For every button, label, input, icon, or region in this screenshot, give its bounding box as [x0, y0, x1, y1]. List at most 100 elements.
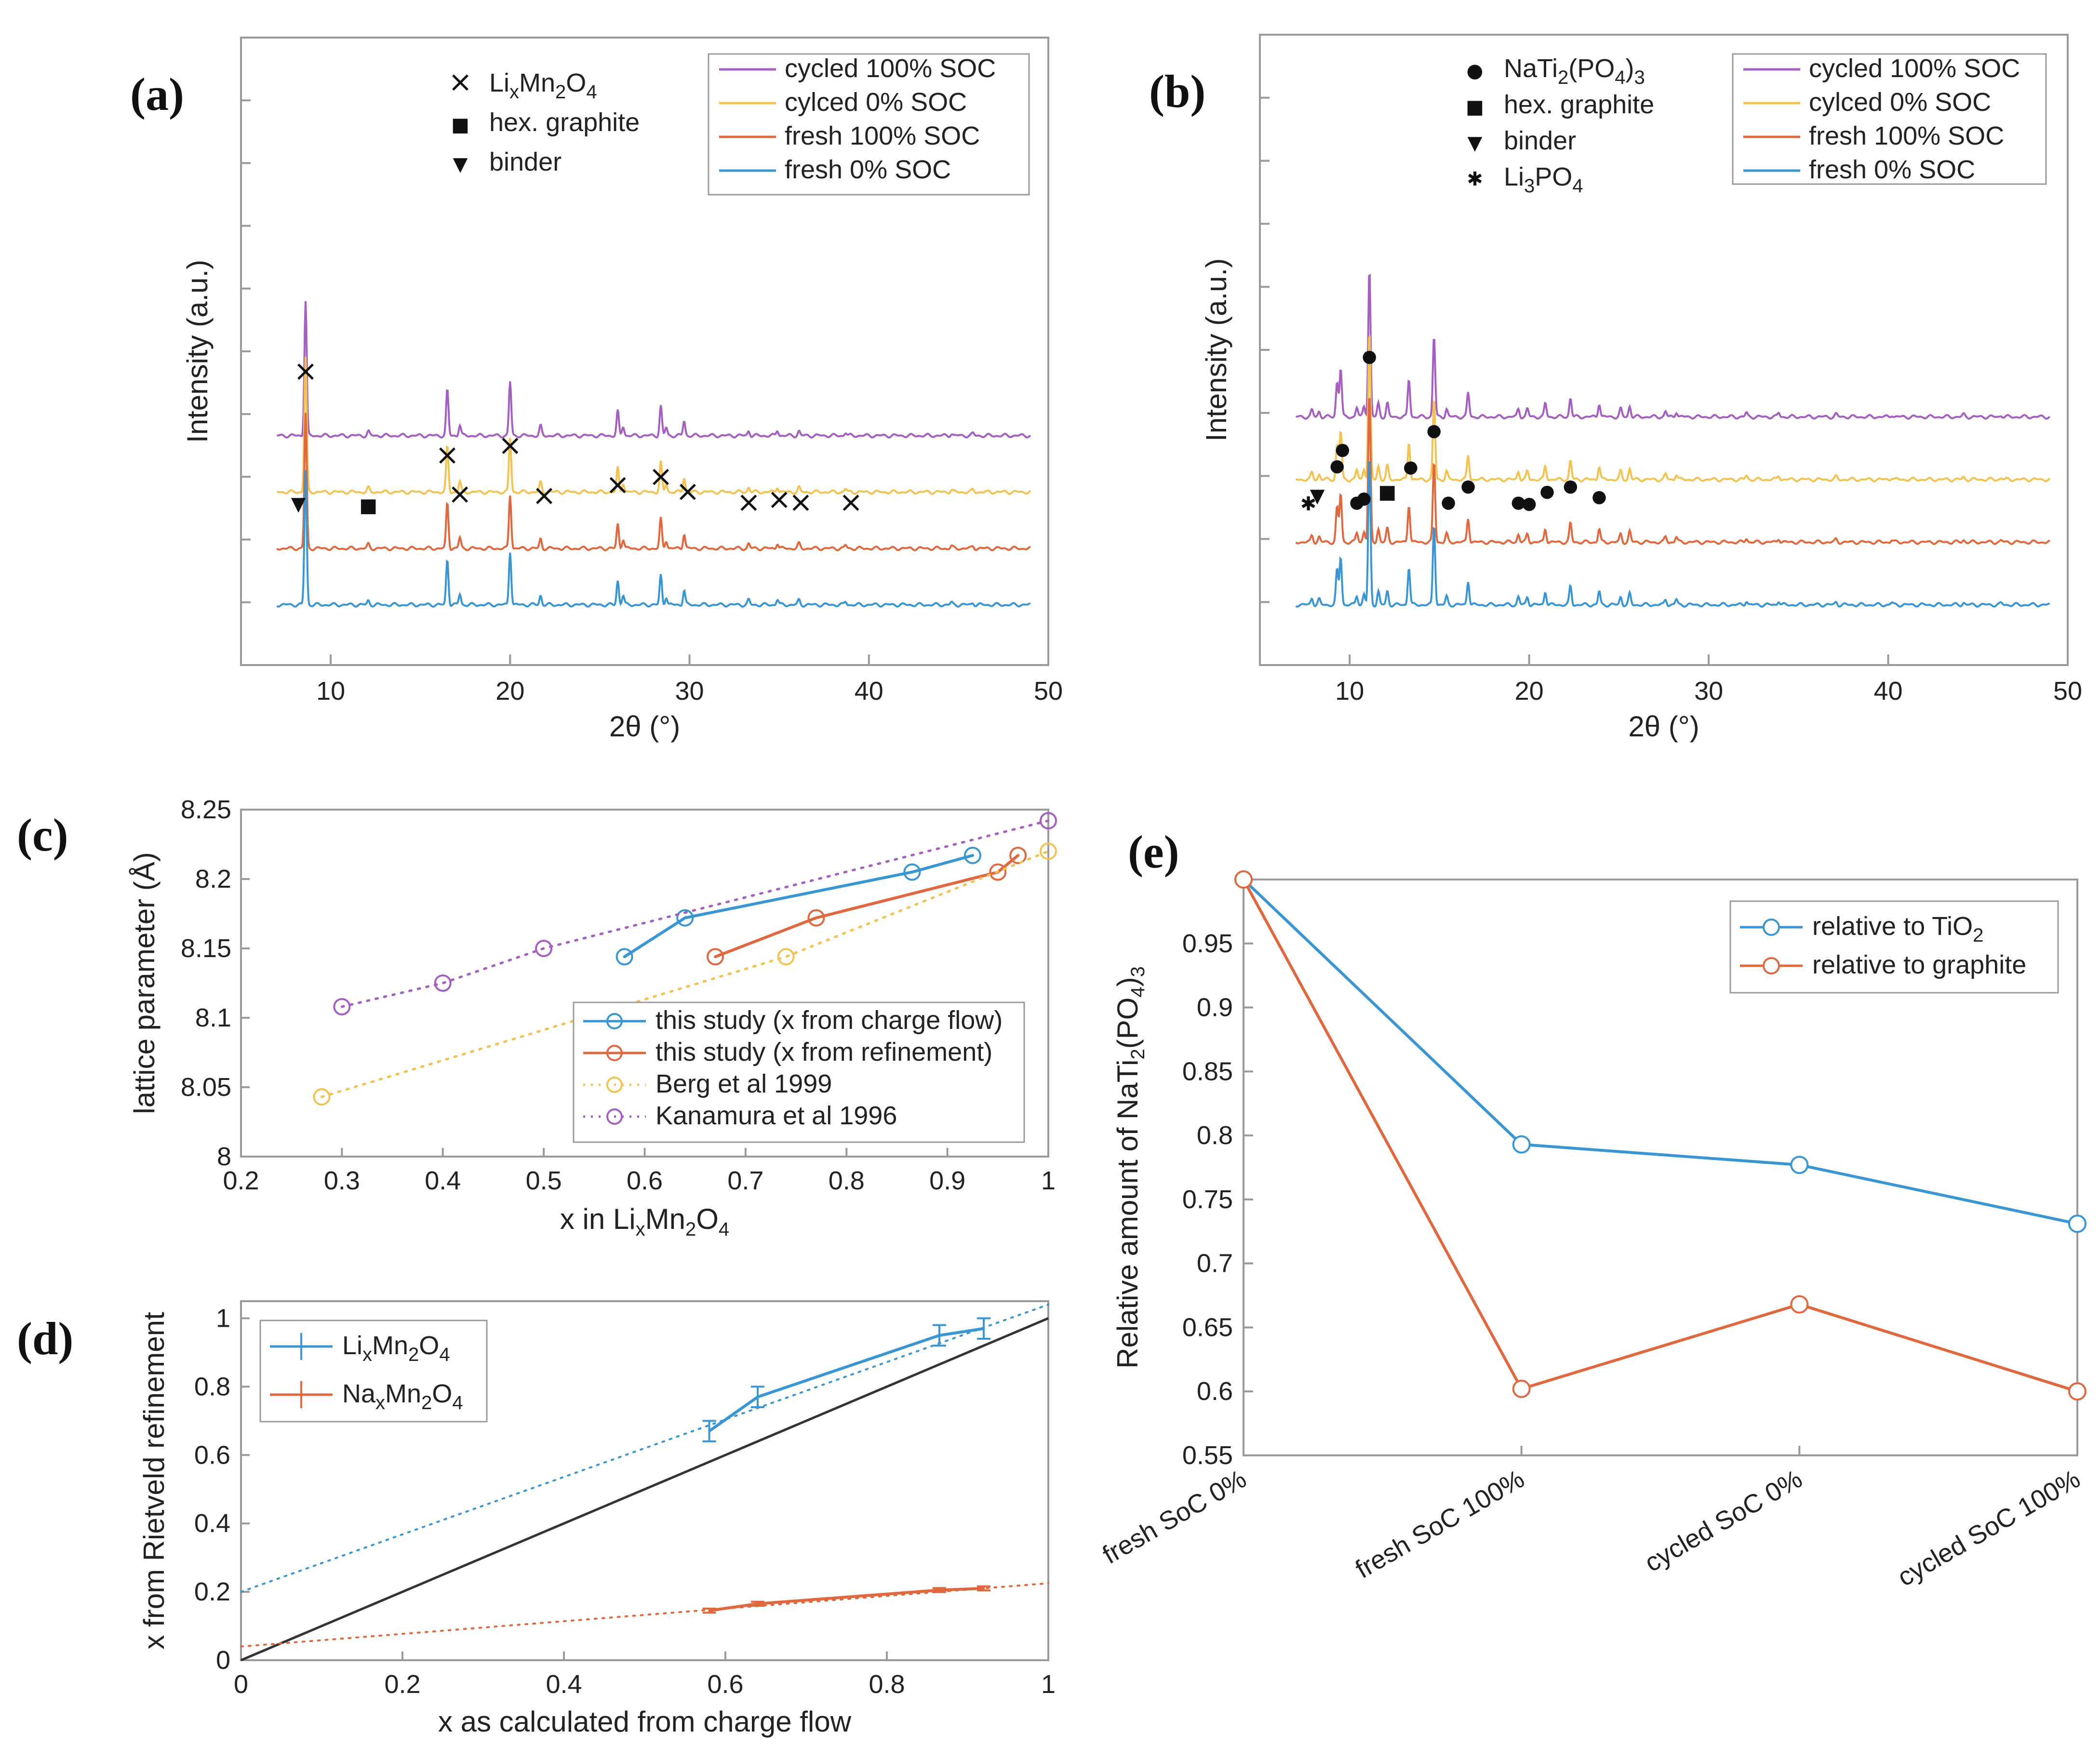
data-point	[1040, 812, 1057, 830]
x-tick-label: 0.7	[727, 1166, 763, 1195]
label-part: Mn	[372, 1331, 408, 1360]
label-part: 4	[1615, 67, 1625, 88]
label-part: 2	[685, 1219, 696, 1240]
spectrum-purple	[1296, 273, 2051, 420]
peak-marker: ✱	[1300, 493, 1317, 515]
spectrum-yellow	[276, 356, 1031, 495]
label-part: Mn	[385, 1379, 421, 1408]
data-point	[807, 909, 825, 927]
data-point	[777, 948, 795, 966]
spectrum-orange	[1295, 397, 2050, 545]
data-point	[615, 948, 633, 966]
peak-marker: ▼	[291, 493, 306, 515]
peak-marker: ●	[1441, 492, 1456, 512]
x-tick-label: 40	[1874, 677, 1903, 706]
data-point	[676, 909, 694, 927]
y-tick-label: 8.25	[181, 795, 231, 824]
data-point	[313, 1088, 331, 1106]
plot-frame	[1243, 879, 2078, 1456]
series-line-purple	[340, 819, 1050, 1008]
data-point	[1790, 1156, 1809, 1174]
label-part: (PO	[1111, 998, 1144, 1049]
marker-legend-symbol: ■	[1466, 96, 1484, 118]
y-tick-label: 0.8	[194, 1372, 230, 1401]
panel-e: 0.55 0.6 0.65 0.7 0.75 0.8 0.85 0.9 0.95 fresh So…	[1097, 826, 2087, 1592]
data-point	[2068, 1214, 2087, 1233]
label-part: x	[509, 81, 519, 103]
series-line-yellow	[321, 850, 1050, 1098]
x-tick-label: 0.6	[627, 1166, 663, 1195]
label-part: 4	[1127, 986, 1149, 997]
legend-entry: relative to TiO2	[1812, 912, 1983, 946]
marker-legend-label: binder	[489, 147, 562, 176]
y-axis-label: Relative amount of NaTi2(PO4)3	[1111, 966, 1149, 1369]
identity-line	[241, 1317, 1049, 1662]
peak-marker: ●	[1460, 476, 1475, 496]
y-tick-label: 8.1	[195, 1003, 231, 1032]
label-part: (PO	[1568, 54, 1615, 83]
legend-entry: relative to graphite	[1812, 950, 2026, 979]
x-tick-label: 0.2	[384, 1670, 420, 1699]
y-tick-label: 0.6	[1197, 1377, 1233, 1406]
y-tick-label: 0.4	[194, 1509, 230, 1538]
legend-entry: fresh 0% SOC	[785, 155, 951, 184]
marker-legend-label: NaTi2(PO4)3	[1504, 54, 1645, 88]
peak-marker: ●	[1349, 492, 1364, 512]
peak-marker: ×	[767, 482, 791, 516]
peak-marker: ●	[1427, 421, 1442, 440]
label-part: relative to TiO	[1812, 912, 1973, 941]
spectrum-blue	[276, 470, 1031, 608]
x-axis-label: x as calculated from charge flow	[438, 1706, 852, 1738]
legend-entry: fresh 100% SOC	[1809, 121, 2004, 150]
label-part: Li	[1504, 162, 1524, 191]
label-part: )	[1111, 977, 1144, 986]
x-axis-label: x in LixMn2O4	[560, 1203, 729, 1240]
peak-marker: ●	[1403, 457, 1418, 477]
x-tick-label: 0.8	[829, 1166, 865, 1195]
marker-legend-symbol: ×	[448, 65, 472, 99]
data-point	[1009, 847, 1027, 865]
label-part: x	[362, 1344, 372, 1365]
data-point	[434, 974, 452, 992]
legend-entry: this study (x from charge flow)	[655, 1006, 1003, 1035]
y-tick-label: 8.2	[195, 865, 231, 893]
y-tick-label: 0.95	[1182, 929, 1233, 958]
panel-label: (c)	[17, 809, 68, 861]
x-tick-label: 20	[1515, 677, 1544, 706]
peak-marker: ×	[294, 354, 318, 388]
y-tick-label: 0.55	[1182, 1441, 1233, 1470]
legend-entry: fresh 100% SOC	[785, 121, 980, 150]
label-part: 3	[1634, 67, 1645, 88]
peak-marker: ●	[1335, 440, 1350, 459]
marker-legend-label: binder	[1504, 126, 1576, 155]
label-part: 2	[1973, 925, 1983, 946]
label-part: 4	[1572, 175, 1583, 197]
y-tick-label: 8.05	[181, 1073, 231, 1102]
peak-marker: ×	[789, 485, 813, 519]
peak-marker: ×	[736, 485, 761, 519]
y-tick-label: 0.75	[1182, 1185, 1233, 1214]
label-part: O	[696, 1203, 719, 1235]
legend-box	[1732, 53, 2047, 185]
x-tick-label: 20	[495, 677, 524, 706]
marker-legend-label: Li3PO4	[1504, 162, 1583, 197]
panel-d: 0 0.2 0.4 0.6 0.8 1 0 0.2 0.4 0.6 0.8 1 x as calcula…	[17, 1300, 1056, 1738]
x-tick-label: 50	[1034, 677, 1063, 706]
spectrum-yellow	[1295, 335, 2051, 482]
marker-legend-label: LixMn2O4	[489, 68, 597, 103]
x-tick-label: 0.8	[869, 1670, 905, 1699]
legend-entry: NaxMn2O4	[342, 1379, 463, 1413]
peak-marker: ■	[359, 494, 377, 517]
label-part: Li	[489, 68, 509, 97]
x-tick-label: 30	[675, 677, 704, 706]
legend-entry: this study (x from refinement)	[655, 1038, 992, 1066]
series-line	[708, 1327, 984, 1433]
label-part: NaTi	[1504, 54, 1558, 83]
label-part: x in Li	[560, 1203, 636, 1235]
x-tick-label: 0	[234, 1670, 248, 1699]
y-tick-label: 0.65	[1182, 1313, 1233, 1342]
peak-marker: ×	[606, 467, 630, 501]
data-point	[535, 940, 553, 957]
